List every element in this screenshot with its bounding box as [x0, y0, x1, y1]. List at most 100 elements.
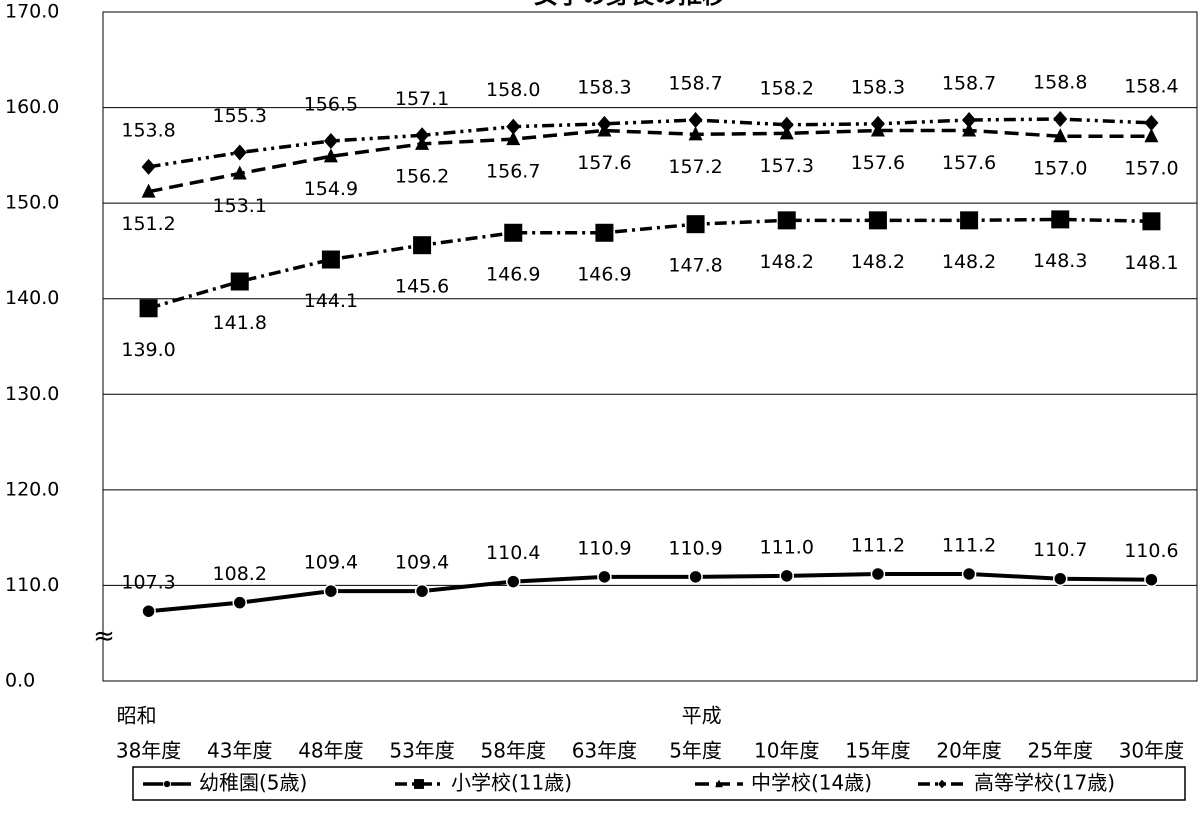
data-label: 146.9: [577, 263, 631, 285]
x-tick-label: 30年度: [1119, 739, 1184, 763]
data-label: 157.0: [1124, 158, 1178, 180]
era-label: 昭和: [117, 704, 157, 728]
series-line: [148, 217, 1152, 310]
data-label: 158.8: [1033, 72, 1087, 94]
data-point: [1053, 571, 1068, 586]
data-label: 148.1: [1124, 252, 1178, 274]
data-point: [232, 165, 247, 180]
data-label: 146.9: [486, 263, 540, 285]
data-label: 111.2: [942, 534, 996, 556]
x-tick-label: 48年度: [298, 739, 363, 763]
data-label: 110.7: [1033, 539, 1087, 561]
data-label: 148.3: [1033, 250, 1087, 272]
data-label: 153.1: [213, 195, 267, 217]
y-tick-label: 160.0: [5, 96, 59, 118]
data-point: [232, 595, 247, 610]
data-point: [1053, 128, 1068, 143]
data-label: 157.0: [1033, 158, 1087, 180]
legend-marker: [414, 779, 424, 789]
y-tick-label: 110.0: [5, 574, 59, 596]
y-tick-label: 120.0: [5, 478, 59, 500]
data-label: 156.2: [395, 165, 449, 187]
data-label: 157.6: [851, 152, 905, 174]
data-label: 156.5: [304, 94, 358, 116]
x-tick-label: 25年度: [1028, 739, 1093, 763]
data-point: [1144, 128, 1159, 143]
series-line: [148, 571, 1152, 614]
data-point: [506, 574, 521, 589]
x-tick-label: 38年度: [116, 739, 181, 763]
data-label: 154.9: [304, 178, 358, 200]
y-tick-label: 140.0: [5, 287, 59, 309]
data-label: 151.2: [121, 213, 175, 235]
data-point: [688, 569, 703, 585]
x-tick-label: 63年度: [572, 739, 637, 763]
data-label: 157.6: [942, 152, 996, 174]
y-tick-label: 0.0: [5, 670, 35, 692]
legend-marker: [715, 779, 723, 788]
data-point: [1053, 111, 1068, 128]
data-label: 148.2: [942, 251, 996, 273]
data-point: [141, 158, 156, 175]
chart-title: 女子の身長の推移: [534, 0, 726, 9]
plot-frame: [102, 11, 1198, 682]
y-tick-label: 150.0: [5, 192, 59, 214]
data-point: [870, 566, 886, 582]
data-label: 148.2: [760, 251, 814, 273]
x-tick-label: 5年度: [669, 739, 722, 763]
series-line: [148, 128, 1152, 194]
data-point: [323, 583, 339, 599]
data-label: 147.8: [668, 255, 722, 277]
data-point: [323, 148, 338, 163]
data-point: [597, 569, 612, 585]
data-label: 157.6: [577, 152, 631, 174]
data-label: 148.2: [851, 251, 905, 273]
y-tick-label: 130.0: [5, 383, 59, 405]
data-label: 141.8: [213, 312, 267, 334]
data-label: 158.0: [486, 79, 540, 101]
data-label: 158.7: [668, 72, 722, 94]
data-label: 110.4: [486, 542, 540, 564]
data-label: 107.3: [121, 572, 175, 594]
data-label: 144.1: [304, 290, 358, 312]
data-point: [415, 127, 430, 144]
data-point: [962, 111, 977, 128]
data-point: [1144, 114, 1159, 131]
data-point: [961, 566, 977, 582]
legend-label: 幼稚園(5歳): [199, 771, 307, 795]
data-label: 109.4: [304, 552, 358, 574]
data-label: 108.2: [213, 563, 267, 585]
data-point: [868, 211, 887, 230]
data-point: [1051, 210, 1070, 229]
data-point: [779, 116, 794, 133]
data-point: [962, 122, 977, 137]
axis-break: ≈: [93, 622, 115, 652]
x-tick-label: 10年度: [754, 739, 819, 763]
data-point: [413, 236, 432, 255]
data-label: 111.2: [851, 534, 905, 556]
data-label: 158.4: [1124, 75, 1178, 97]
legend-marker: [163, 780, 171, 788]
data-point: [686, 215, 705, 234]
legend-label: 小学校(11歳): [451, 771, 572, 795]
data-label: 157.2: [668, 156, 722, 178]
legend-box: [132, 766, 1186, 801]
legend-label: 中学校(14歳): [751, 771, 872, 795]
data-point: [597, 115, 612, 132]
x-tick-label: 43年度: [207, 739, 272, 763]
data-label: 158.7: [942, 72, 996, 94]
data-label: 110.6: [1124, 540, 1178, 562]
data-label: 139.0: [121, 339, 175, 361]
y-tick-label: 170.0: [5, 1, 59, 23]
data-point: [230, 272, 249, 291]
data-label: 158.2: [760, 77, 814, 99]
data-point: [414, 583, 430, 599]
data-label: 153.8: [121, 119, 175, 141]
data-label: 158.3: [577, 76, 631, 98]
data-label: 110.9: [577, 537, 631, 559]
data-point: [688, 111, 703, 128]
data-label: 110.9: [668, 537, 722, 559]
x-tick-label: 53年度: [389, 739, 454, 763]
data-label: 111.0: [760, 536, 814, 558]
